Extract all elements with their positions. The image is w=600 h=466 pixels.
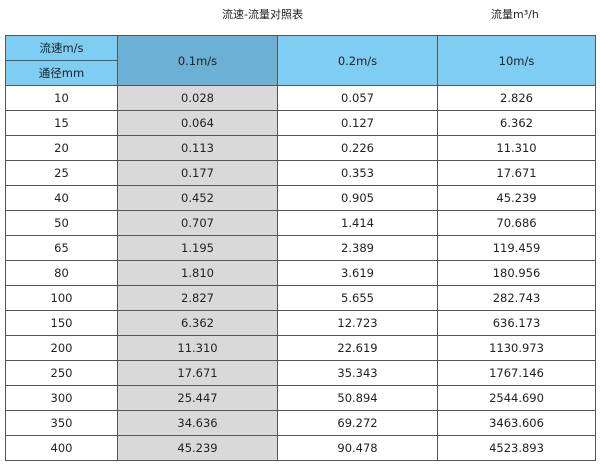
flow-cell: 6.362 — [117, 310, 278, 336]
flow-cell: 119.459 — [437, 235, 596, 261]
column-header: 0.1m/s — [117, 35, 278, 86]
flow-cell: 17.671 — [117, 360, 278, 386]
flow-cell: 0.452 — [117, 185, 278, 211]
diameter-cell: 10 — [5, 85, 118, 111]
flow-cell: 45.239 — [437, 185, 596, 211]
diameter-cell: 65 — [5, 235, 118, 261]
flow-cell: 0.113 — [117, 135, 278, 161]
table-title: 流速-流量对照表 — [222, 8, 303, 21]
diameter-cell: 25 — [5, 160, 118, 186]
flow-cell: 35.343 — [277, 360, 438, 386]
diameter-cell: 100 — [5, 285, 118, 311]
header-row: 流速m/s 0.1m/s 0.2m/s 10m/s — [5, 35, 596, 86]
flow-cell: 1130.973 — [437, 335, 596, 361]
flow-cell: 70.686 — [437, 210, 596, 236]
table-row: 200 11.310 22.619 1130.973 — [5, 335, 596, 361]
flow-cell: 69.272 — [277, 410, 438, 436]
diameter-cell: 350 — [5, 410, 118, 436]
flow-cell: 0.057 — [277, 85, 438, 111]
flow-cell: 3.619 — [277, 260, 438, 286]
flow-cell: 2544.690 — [437, 385, 596, 411]
diameter-cell: 80 — [5, 260, 118, 286]
column-header: 10m/s — [437, 35, 596, 86]
flow-cell: 4523.893 — [437, 435, 596, 461]
diameter-cell: 200 — [5, 335, 118, 361]
flow-cell: 2.389 — [277, 235, 438, 261]
flow-cell: 636.173 — [437, 310, 596, 336]
table-row: 10 0.028 0.057 2.826 — [5, 85, 596, 111]
flow-cell: 0.707 — [117, 210, 278, 236]
flow-cell: 282.743 — [437, 285, 596, 311]
flow-cell: 0.905 — [277, 185, 438, 211]
diameter-cell: 250 — [5, 360, 118, 386]
flow-cell: 1767.146 — [437, 360, 596, 386]
flow-cell: 34.636 — [117, 410, 278, 436]
flow-cell: 3463.606 — [437, 410, 596, 436]
table-row: 15 0.064 0.127 6.362 — [5, 110, 596, 136]
table-row: 100 2.827 5.655 282.743 — [5, 285, 596, 311]
flow-cell: 5.655 — [277, 285, 438, 311]
flow-cell: 90.478 — [277, 435, 438, 461]
flow-cell: 1.810 — [117, 260, 278, 286]
table-row: 65 1.195 2.389 119.459 — [5, 235, 596, 261]
diameter-cell: 20 — [5, 135, 118, 161]
diameter-cell: 40 — [5, 185, 118, 211]
table-row: 50 0.707 1.414 70.686 — [5, 210, 596, 236]
table-row: 80 1.810 3.619 180.956 — [5, 260, 596, 286]
table-row: 20 0.113 0.226 11.310 — [5, 135, 596, 161]
flow-cell: 45.239 — [117, 435, 278, 461]
flow-cell: 0.064 — [117, 110, 278, 136]
flow-cell: 17.671 — [437, 160, 596, 186]
header-row: 通径mm — [5, 60, 596, 86]
flow-cell: 2.827 — [117, 285, 278, 311]
flow-cell: 22.619 — [277, 335, 438, 361]
table-row: 250 17.671 35.343 1767.146 — [5, 360, 596, 386]
diameter-header: 通径mm — [5, 60, 118, 86]
flow-cell: 11.310 — [437, 135, 596, 161]
table-row: 350 34.636 69.272 3463.606 — [5, 410, 596, 436]
diameter-cell: 50 — [5, 210, 118, 236]
flow-cell: 1.414 — [277, 210, 438, 236]
unit-label: 流量m³/h — [491, 8, 539, 21]
flow-cell: 25.447 — [117, 385, 278, 411]
velocity-header: 流速m/s — [5, 35, 118, 61]
table-row: 25 0.177 0.353 17.671 — [5, 160, 596, 186]
flow-table: 流速m/s 0.1m/s 0.2m/s 10m/s 通径mm 10 0.028 0.… — [5, 35, 596, 461]
column-header: 0.2m/s — [277, 35, 438, 86]
flow-cell: 2.826 — [437, 85, 596, 111]
table-row: 400 45.239 90.478 4523.893 — [5, 435, 596, 461]
flow-cell: 0.226 — [277, 135, 438, 161]
flow-cell: 0.353 — [277, 160, 438, 186]
flow-cell: 50.894 — [277, 385, 438, 411]
flow-cell: 12.723 — [277, 310, 438, 336]
table-row: 150 6.362 12.723 636.173 — [5, 310, 596, 336]
flow-cell: 0.127 — [277, 110, 438, 136]
flow-cell: 180.956 — [437, 260, 596, 286]
flow-cell: 0.028 — [117, 85, 278, 111]
table-row: 300 25.447 50.894 2544.690 — [5, 385, 596, 411]
diameter-cell: 150 — [5, 310, 118, 336]
flow-cell: 0.177 — [117, 160, 278, 186]
diameter-cell: 300 — [5, 385, 118, 411]
flow-cell: 11.310 — [117, 335, 278, 361]
flow-cell: 6.362 — [437, 110, 596, 136]
diameter-cell: 15 — [5, 110, 118, 136]
flow-cell: 1.195 — [117, 235, 278, 261]
diameter-cell: 400 — [5, 435, 118, 461]
table-row: 40 0.452 0.905 45.239 — [5, 185, 596, 211]
